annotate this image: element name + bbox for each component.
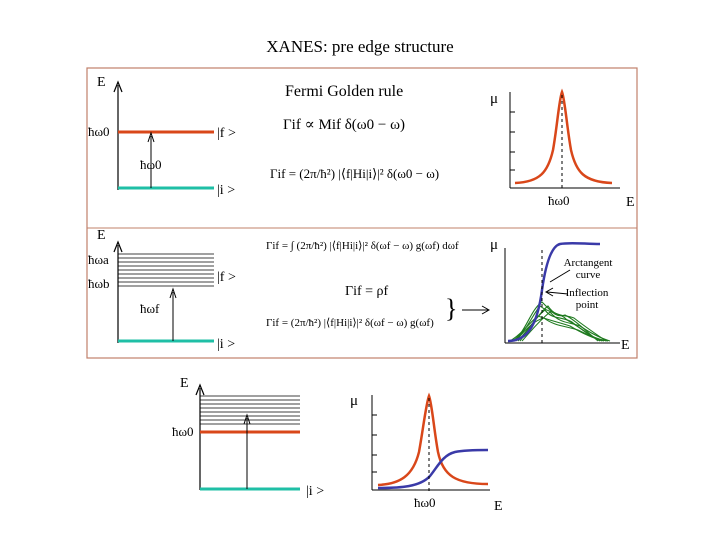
panel-1 [113,80,620,190]
arctangent-curve [507,241,601,343]
inflection-pointer [546,291,569,295]
ket-f-label: |f > [217,270,236,285]
mu-label: μ [350,393,359,409]
inflection-annotation: Inflection point [565,287,609,311]
ket-i-label: |i > [217,183,236,198]
mu-label: μ [490,237,499,253]
omega0-label: ħω0 [172,424,194,439]
omega0-axis-label: ħω0 [414,495,436,510]
panel-2 [113,240,620,344]
panel-3 [195,383,490,492]
pre-edge-peak [377,392,489,487]
omega0-label: ħω0 [88,124,110,139]
slide-title: XANES: pre edge structure [266,37,454,56]
omega-a-label: ħωa [88,252,109,267]
arctangent-annotation: Arctangent curve [563,257,613,281]
energy-label: E [180,376,189,391]
omega-b-label: ħωb [88,276,110,291]
formula-proportional: Γif ∝ Mif δ(ω0 − ω) [283,117,405,133]
final-state-band [200,395,300,425]
panel-frame [86,67,638,359]
mu-label: μ [490,91,499,107]
formula-density: Γif = ρf [345,284,389,299]
formula-integral: Γif = ∫ (2π/ħ²) |⟨f|Hi|i⟩|² δ(ωf − ω) g(… [266,240,459,252]
axis-e-label: E [621,338,630,353]
final-state-band [118,253,214,287]
brace: } [445,294,458,323]
omega0-axis-label: ħω0 [548,193,570,208]
formula-golden-rule: Γif = (2π/ħ²) |⟨f|Hi|i⟩|² δ(ω0 − ω) [270,166,440,181]
axis-e-label: E [626,195,635,210]
ket-f-label: |f > [217,126,236,141]
energy-axis-arrow [113,80,123,93]
fermi-heading: Fermi Golden rule [285,83,404,100]
lorentzian-peak [514,88,613,185]
energy-label: E [97,228,106,243]
ket-i-label: |i > [306,484,325,499]
omega0-label-transition: ħω0 [140,157,162,172]
ket-i-label: |i > [217,337,236,352]
arctangent-pointer [549,269,571,283]
axis-e-label: E [494,499,503,514]
energy-label: E [97,75,106,90]
omega-f-label: ħωf [140,301,160,316]
edge-step-curve [377,448,489,490]
formula-golden-rule-dos: Γif = (2π/ħ²) |⟨f|Hi|i⟩|² δ(ωf − ω) g(ωf… [266,317,434,329]
